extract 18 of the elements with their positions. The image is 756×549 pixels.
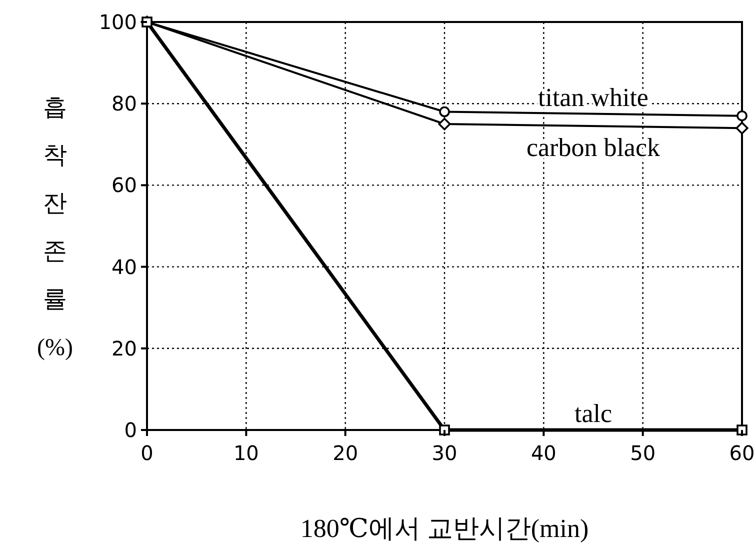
y-tick-label: 60 <box>112 173 137 198</box>
y-tick-label: 80 <box>112 92 137 116</box>
x-tick-label: 20 <box>332 441 358 465</box>
x-axis-title: 180℃에서 교반시간(min) <box>300 514 589 543</box>
x-tick-label: 0 <box>140 441 154 465</box>
series-label: talc <box>574 399 612 428</box>
series-label: carbon black <box>526 133 660 162</box>
y-tick-label: 0 <box>124 418 137 442</box>
x-tick-label: 60 <box>729 441 755 465</box>
x-tick-label: 30 <box>432 441 458 465</box>
y-tick-label: 100 <box>98 10 137 34</box>
x-tick-label: 40 <box>530 441 556 465</box>
series-label: titan white <box>538 82 648 112</box>
y-tick-label: 40 <box>112 254 137 279</box>
x-tick-label: 10 <box>233 441 259 465</box>
y-axis-title: 흡착잔존률(%) <box>37 95 73 361</box>
y-tick-label: 20 <box>112 336 137 360</box>
x-tick-label: 50 <box>630 441 656 465</box>
